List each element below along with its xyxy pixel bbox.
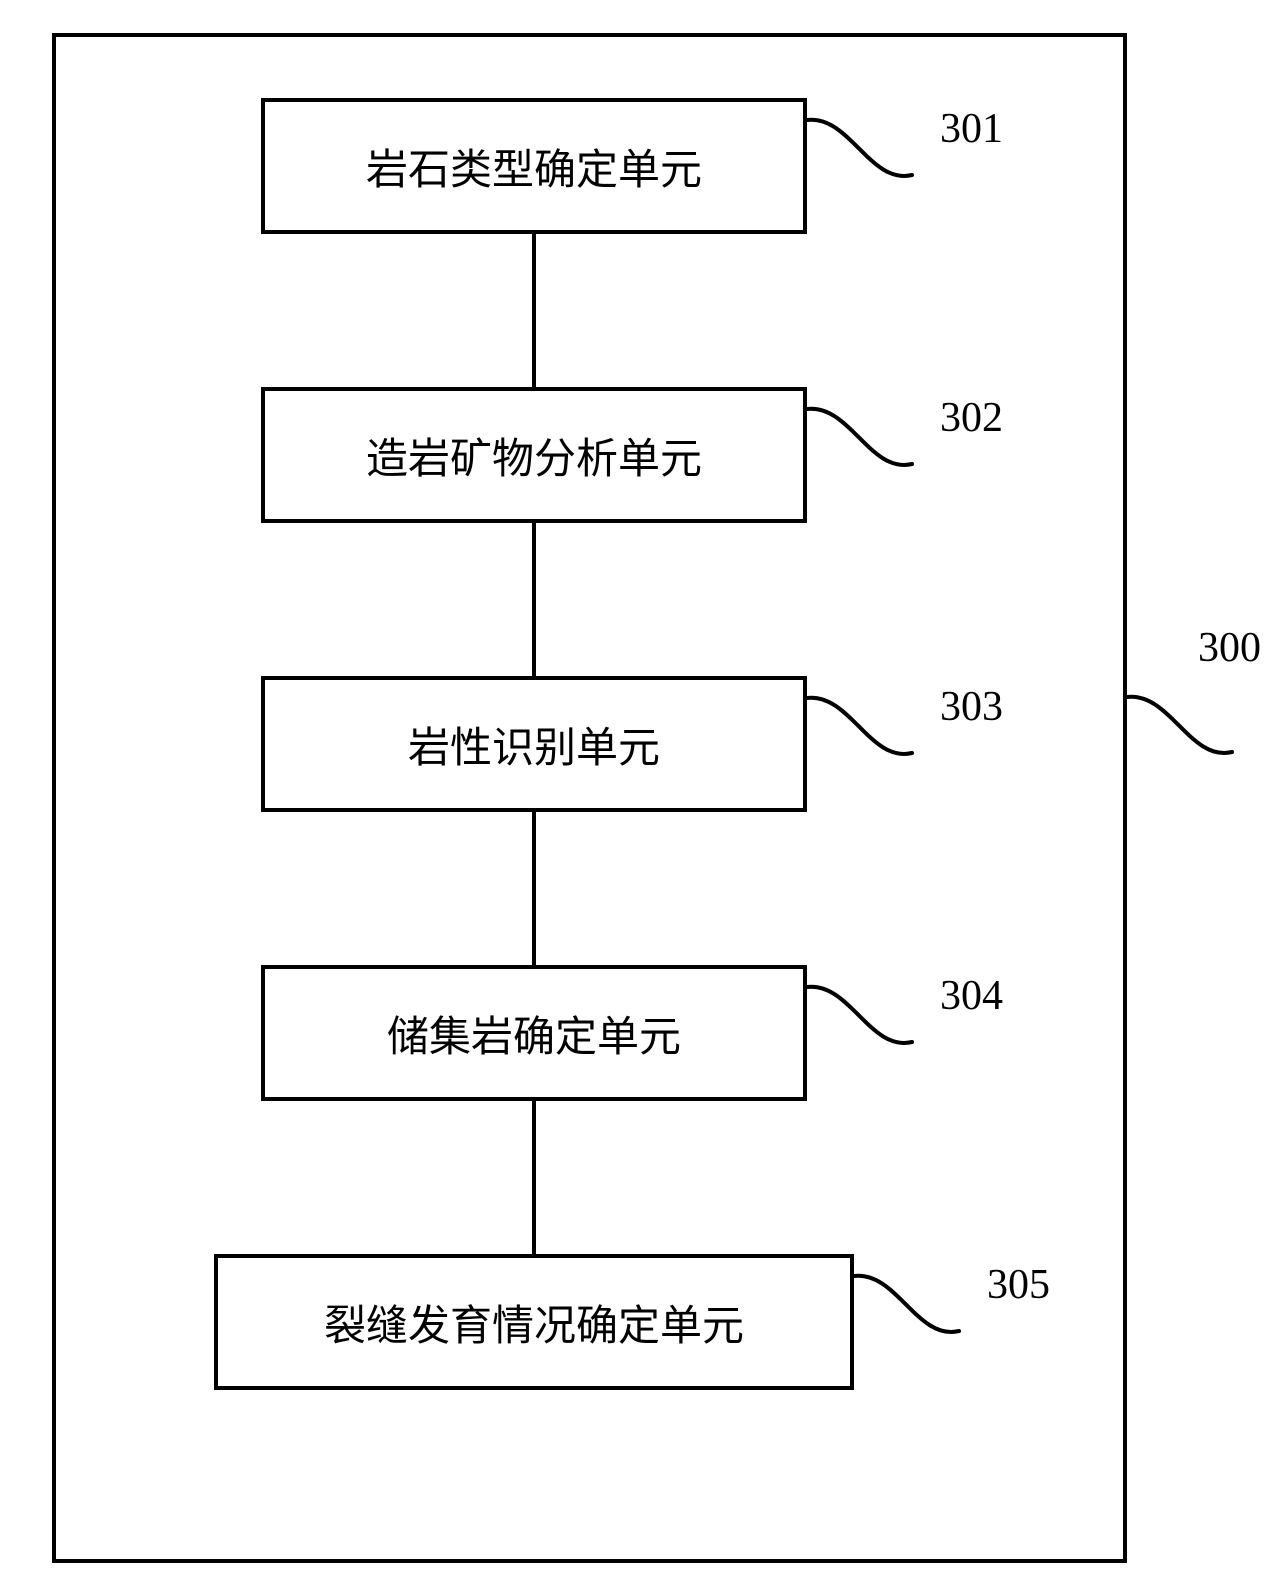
leader-304 <box>807 987 912 1043</box>
ref-label-303: 303 <box>940 683 1003 731</box>
ref-label-305: 305 <box>987 1261 1050 1309</box>
ref-label-302: 302 <box>940 394 1003 442</box>
leader-lines <box>0 0 1288 1596</box>
leader-302 <box>807 409 912 465</box>
ref-label-300: 300 <box>1198 624 1261 672</box>
leader-305 <box>854 1276 959 1332</box>
ref-label-301: 301 <box>940 105 1003 153</box>
leader-300 <box>1127 697 1232 753</box>
leader-303 <box>807 698 912 754</box>
leader-301 <box>807 120 912 176</box>
ref-label-304: 304 <box>940 972 1003 1020</box>
diagram-canvas: 岩石类型确定单元造岩矿物分析单元岩性识别单元储集岩确定单元裂缝发育情况确定单元 … <box>0 0 1288 1596</box>
